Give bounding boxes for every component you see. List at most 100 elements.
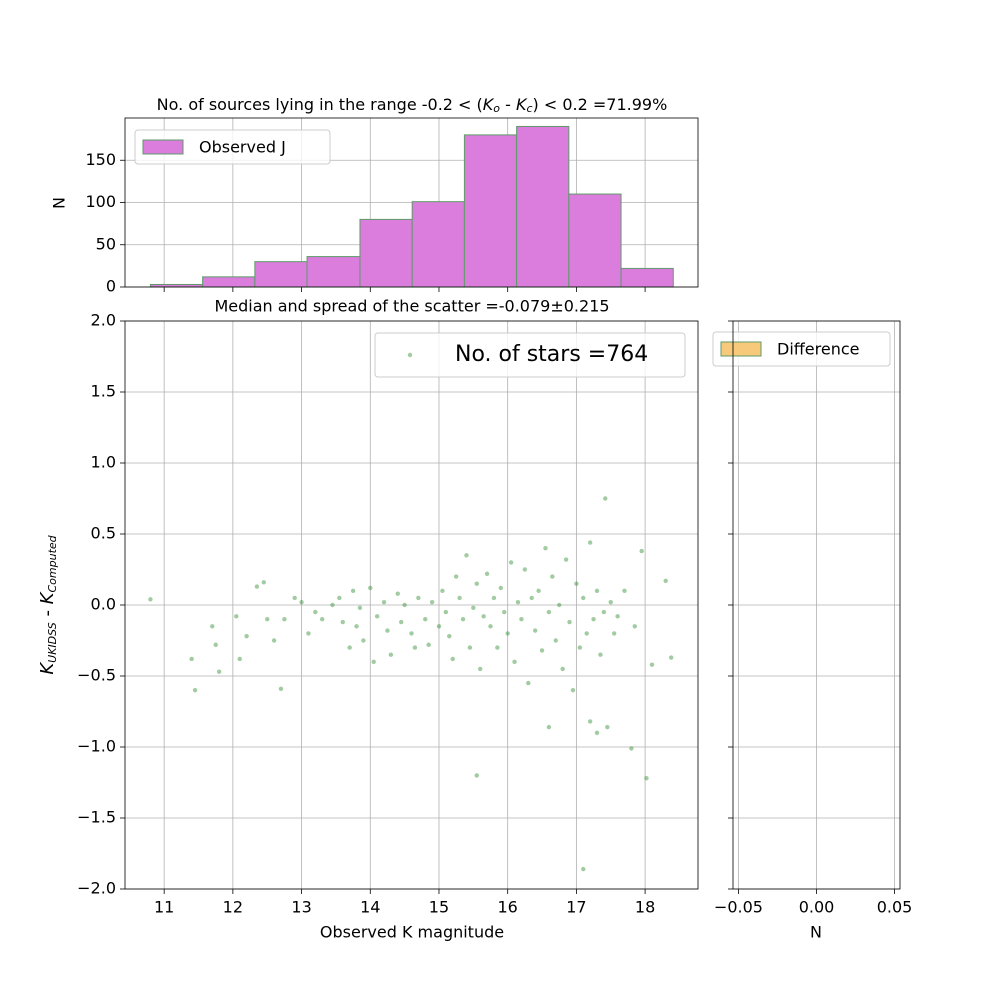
scatter-point (447, 634, 452, 639)
scatter-point (498, 585, 504, 591)
y-tick-label: −0.5 (77, 666, 116, 685)
scatter-point (330, 602, 335, 608)
legend-marker (407, 352, 413, 358)
scatter-point (629, 746, 634, 751)
scatter-point (464, 553, 469, 558)
scatter-point (495, 645, 500, 650)
x-tick-label: −0.05 (714, 898, 763, 917)
scatter-point (423, 617, 428, 622)
scatter-point (584, 631, 589, 636)
x-tick-label: 15 (429, 898, 449, 917)
y-label-part: Computed (46, 534, 59, 592)
hist-bar (359, 218, 413, 288)
scatter-point (271, 638, 277, 643)
y-tick-label: 50 (96, 234, 116, 253)
legend-label: No. of stars =764 (455, 342, 648, 367)
y-tick-label: 0.0 (91, 595, 116, 614)
title-part: c (526, 102, 532, 115)
scatter-point (189, 656, 194, 662)
scatter-point (603, 496, 608, 501)
scatter-point (381, 599, 387, 605)
scatter-point (474, 773, 479, 778)
scatter-point (587, 719, 593, 724)
scatter-point (457, 595, 462, 601)
side-x-label: N (810, 923, 822, 942)
scatter-point (409, 631, 414, 636)
scatter-point (443, 609, 449, 615)
scatter-point (649, 662, 655, 667)
scatter-point (265, 617, 270, 622)
scatter-point (543, 546, 548, 551)
scatter-point (567, 619, 572, 625)
scatter-point (278, 686, 284, 691)
scatter-point (282, 617, 287, 622)
scatter-point (598, 652, 603, 657)
scatter-point (395, 591, 400, 596)
scatter-point (587, 540, 593, 545)
scatter-point (515, 599, 521, 605)
scatter-point (644, 776, 649, 781)
y-label: KUKIDSS - KComputed (37, 534, 59, 674)
y-tick-label: 1.5 (91, 382, 116, 401)
scatter-point (371, 659, 376, 664)
scatter-point (605, 724, 610, 730)
hist-bar (516, 125, 570, 288)
scatter-point (532, 628, 538, 633)
scatter-point (484, 571, 490, 576)
scatter-point (512, 659, 517, 664)
x-tick-label: 13 (291, 898, 311, 917)
scatter-point (663, 578, 668, 584)
axes-frame (124, 320, 699, 890)
scatter-point (478, 666, 483, 672)
scatter-point (594, 588, 600, 593)
legend-swatch (720, 341, 762, 357)
scatter-point (210, 624, 215, 629)
legend-label: Difference (777, 340, 859, 359)
x-label: Observed K magnitude (320, 923, 504, 942)
scatter-point (639, 548, 644, 554)
x-tick-label: 0.00 (799, 898, 835, 917)
scatter-point (581, 866, 586, 872)
y-label-part: UKIDSS (46, 622, 59, 663)
hist-bar (620, 267, 674, 288)
hist-y-label: N (50, 197, 69, 209)
y-tick-label: 100 (85, 192, 116, 211)
scatter-point (254, 584, 260, 589)
x-tick-label: 0.05 (877, 898, 913, 917)
scatter-point (306, 631, 311, 636)
y-tick-label: −1.0 (77, 737, 116, 756)
scatter-point (234, 614, 239, 619)
scatter-point (553, 638, 558, 643)
scatter-point (299, 599, 304, 605)
title-part: No. of sources lying in the range -0.2 <… (157, 95, 483, 114)
scatter-point (611, 631, 617, 636)
scatter-point (522, 567, 528, 572)
hist-bar (254, 261, 308, 288)
scatter-point (574, 581, 579, 586)
x-tick-label: 16 (498, 898, 518, 917)
scatter-point (319, 617, 325, 622)
scatter-point (529, 595, 534, 601)
scatter-point (374, 614, 380, 619)
scatter-point (577, 645, 583, 650)
scatter-point (429, 599, 435, 605)
scatter-point (505, 631, 510, 636)
title-part: K (483, 95, 495, 114)
y-tick-label: 1.0 (91, 453, 116, 472)
scatter-point (519, 617, 524, 622)
scatter-point (347, 645, 352, 650)
legend-label: Observed J (199, 138, 286, 157)
scatter-point (557, 602, 562, 608)
scatter-point (426, 642, 431, 647)
scatter-point (402, 602, 407, 608)
scatter-point (491, 595, 497, 601)
x-tick-label: 18 (635, 898, 655, 917)
scatter-point (440, 588, 445, 593)
hist-bar (202, 276, 256, 288)
scatter-point (546, 724, 552, 730)
scatter-point (502, 609, 507, 615)
scatter-point (261, 580, 266, 585)
y-label-part: K (37, 591, 58, 604)
scatter-point (337, 595, 342, 601)
y-tick-label: 0 (106, 277, 116, 296)
